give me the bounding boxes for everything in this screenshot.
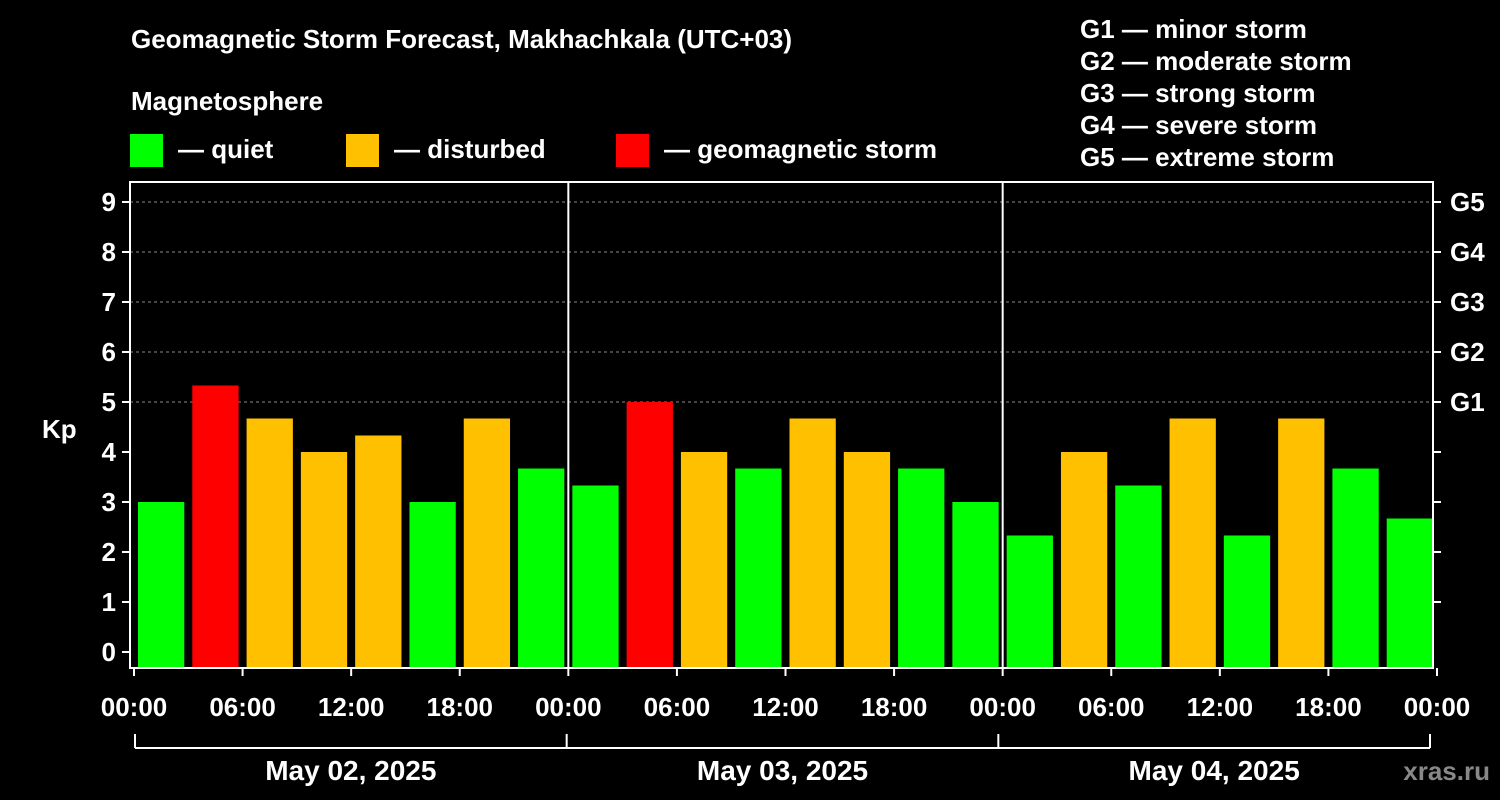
chart-title: Geomagnetic Storm Forecast, Makhachkala … xyxy=(131,24,793,54)
kp-bar xyxy=(626,402,673,668)
kp-bar xyxy=(518,468,565,668)
date-label: May 04, 2025 xyxy=(1129,755,1300,786)
x-tick-label: 12:00 xyxy=(318,692,385,722)
x-tick-label: 00:00 xyxy=(1404,692,1471,722)
x-tick-label: 18:00 xyxy=(427,692,494,722)
legend-label-storm: — geomagnetic storm xyxy=(664,134,938,164)
x-tick-label: 00:00 xyxy=(535,692,602,722)
legend-label-quiet: — quiet xyxy=(178,134,274,164)
y-tick-label: 1 xyxy=(102,587,116,617)
kp-bar xyxy=(355,435,402,668)
y-tick-label: 6 xyxy=(102,337,116,367)
y-tick-label: 2 xyxy=(102,537,116,567)
kp-bar xyxy=(192,385,239,668)
legend-swatch-storm xyxy=(616,134,649,167)
kp-bar xyxy=(1278,418,1325,668)
x-tick-label: 00:00 xyxy=(101,692,168,722)
watermark: xras.ru xyxy=(1403,756,1490,786)
storm-level-label: G2 xyxy=(1450,337,1485,367)
x-tick-label: 18:00 xyxy=(1295,692,1362,722)
kp-bar xyxy=(1386,518,1433,668)
storm-level-label: G3 xyxy=(1450,287,1485,317)
storm-level-label: G1 xyxy=(1450,387,1485,417)
storm-scale-g5: G5 — extreme storm xyxy=(1080,142,1335,172)
y-tick-label: 3 xyxy=(102,487,116,517)
x-tick-label: 18:00 xyxy=(861,692,928,722)
storm-scale-g4: G4 — severe storm xyxy=(1080,110,1318,140)
y-tick-label: 0 xyxy=(102,637,116,667)
kp-bar xyxy=(1223,535,1271,668)
legend-swatch-disturbed xyxy=(346,134,379,167)
kp-bar xyxy=(1115,485,1162,668)
x-tick-label: 12:00 xyxy=(752,692,819,722)
x-tick-label: 06:00 xyxy=(209,692,276,722)
y-tick-label: 4 xyxy=(102,437,117,467)
kp-bar xyxy=(1060,452,1108,668)
x-tick-label: 12:00 xyxy=(1187,692,1254,722)
x-tick-label: 00:00 xyxy=(969,692,1036,722)
kp-bar xyxy=(952,502,999,668)
storm-level-label: G5 xyxy=(1450,187,1485,217)
y-axis-label: Kp xyxy=(42,414,77,444)
kp-bar xyxy=(409,502,456,668)
kp-bar xyxy=(572,485,619,668)
storm-level-label: G4 xyxy=(1450,237,1485,267)
y-tick-label: 9 xyxy=(102,187,116,217)
kp-bar xyxy=(246,418,293,668)
y-tick-label: 7 xyxy=(102,287,116,317)
kp-bar xyxy=(735,468,782,668)
y-tick-label: 5 xyxy=(102,387,116,417)
plot-frame xyxy=(129,181,1434,669)
x-tick-label: 06:00 xyxy=(1078,692,1145,722)
x-tick-label: 06:00 xyxy=(644,692,711,722)
kp-bar xyxy=(1006,535,1053,668)
kp-bar xyxy=(898,468,945,668)
kp-bar xyxy=(138,502,185,668)
kp-bar xyxy=(789,418,836,668)
legend-heading: Magnetosphere xyxy=(131,86,324,116)
kp-bar xyxy=(463,418,511,668)
kp-bar xyxy=(300,452,348,668)
kp-bar xyxy=(1332,468,1379,668)
storm-scale-g2: G2 — moderate storm xyxy=(1080,46,1352,76)
kp-bar xyxy=(680,452,728,668)
storm-scale-g1: G1 — minor storm xyxy=(1080,14,1307,44)
storm-scale-g3: G3 — strong storm xyxy=(1080,78,1316,108)
date-label: May 02, 2025 xyxy=(265,755,436,786)
legend-swatch-quiet xyxy=(130,134,163,167)
kp-bar xyxy=(843,452,891,668)
y-tick-label: 8 xyxy=(102,237,116,267)
kp-bar xyxy=(1169,418,1216,668)
date-label: May 03, 2025 xyxy=(697,755,868,786)
legend-label-disturbed: — disturbed xyxy=(394,134,546,164)
